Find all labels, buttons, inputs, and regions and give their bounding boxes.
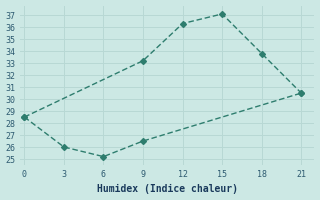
X-axis label: Humidex (Indice chaleur): Humidex (Indice chaleur) [97,184,238,194]
